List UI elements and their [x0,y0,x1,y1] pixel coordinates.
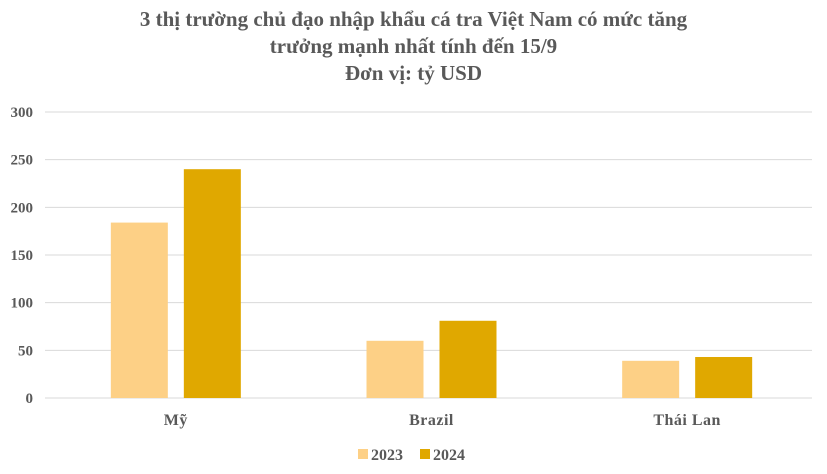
x-tick-label: Brazil [409,412,454,429]
legend-swatch-2023 [358,449,368,459]
chart-title-line-2: trưởng mạnh nhất tính đến 15/9 [269,34,558,58]
bar-2024-3 [695,357,753,398]
legend-label: 2024 [433,447,465,464]
bar-2023-1 [110,222,168,398]
x-tick-label: Mỹ [164,412,188,429]
chart-title-line-1: 3 thị trường chủ đạo nhập khẩu cá tra Vi… [139,7,688,31]
bar-2023-2 [366,340,424,398]
bar-2024-2 [439,320,497,398]
bar-2023-3 [622,360,680,398]
chart-title: 3 thị trường chủ đạo nhập khẩu cá tra Vi… [0,6,827,87]
x-tick-label: Thái Lan [653,412,721,429]
legend-swatch-2024 [420,449,430,459]
y-tick-label: 300 [11,105,34,121]
legend-label: 2023 [371,447,403,464]
chart-title-line-3: Đơn vị: tỷ USD [344,61,483,85]
y-tick-label: 50 [18,343,33,359]
y-tick-label: 200 [11,200,34,216]
y-tick-label: 150 [11,248,34,264]
y-tick-label: 0 [26,391,34,407]
y-tick-label: 100 [11,296,34,312]
bar-2024-1 [183,169,241,398]
y-tick-label: 250 [11,153,34,169]
